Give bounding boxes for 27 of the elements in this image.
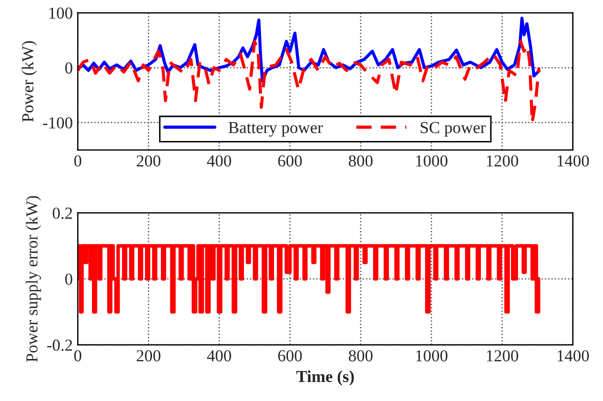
x-tick-label: 1200 xyxy=(486,350,518,362)
x-tick-label: 200 xyxy=(136,155,160,167)
x-tick-label: 800 xyxy=(348,350,373,362)
x-tick-label: 0 xyxy=(74,155,82,167)
x-tick-label: 400 xyxy=(207,350,232,362)
y-tick-label: 100 xyxy=(49,8,72,19)
x-tick-label: 1000 xyxy=(416,350,448,362)
x-tick-label: 1400 xyxy=(558,155,589,167)
legend-label: Battery power xyxy=(228,122,323,137)
x-tick-label: 200 xyxy=(136,350,160,362)
y-tick-label: 0 xyxy=(65,274,72,285)
y-tick-label: 0.2 xyxy=(52,208,72,219)
y-tick-label: 0 xyxy=(65,62,72,74)
x-axis-title: Time (s) xyxy=(296,370,354,386)
y-tick-label: -100 xyxy=(42,117,72,128)
x-tick-label: 800 xyxy=(348,155,373,167)
x-tick-label: 400 xyxy=(207,155,232,167)
y-axis-title: Power (kW) xyxy=(22,41,37,122)
legend-label: SC power xyxy=(420,122,486,137)
x-tick-label: 600 xyxy=(278,350,302,362)
x-tick-label: 0 xyxy=(74,350,82,362)
x-tick-label: 1200 xyxy=(486,155,518,167)
y-axis-title: Power supply error (kW) xyxy=(26,196,41,362)
x-tick-label: 1000 xyxy=(416,155,448,167)
x-tick-label: 600 xyxy=(278,155,302,167)
x-tick-label: 1400 xyxy=(558,350,589,362)
y-tick-label: -0.2 xyxy=(47,340,72,351)
